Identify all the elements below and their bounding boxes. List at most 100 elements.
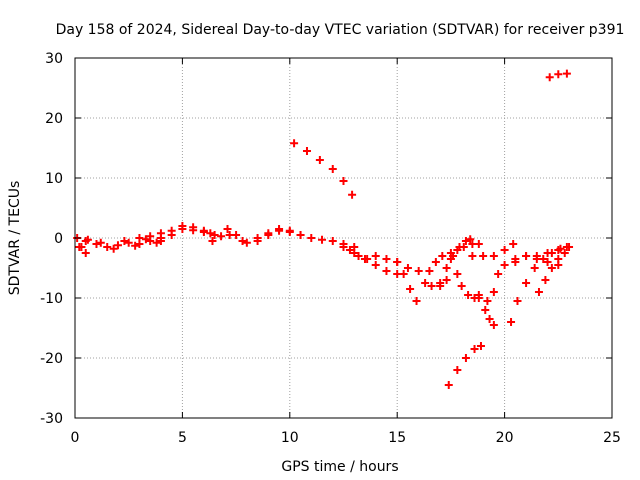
data-point [135,234,144,242]
series-arc-14 [421,276,451,290]
data-point [543,258,552,266]
data-point [238,237,247,245]
data-point [474,240,483,248]
series-arc-13 [393,258,421,305]
series-arc-19 [468,252,498,260]
data-point [83,235,92,244]
series-arc-21 [483,288,498,305]
data-point [96,238,105,247]
x-axis-label: GPS time / hours [281,459,398,475]
data-point [113,241,122,250]
data-point [315,156,324,164]
series-arc-2 [75,235,161,253]
data-point [464,291,473,299]
data-point [500,261,509,269]
data-point [206,229,215,238]
data-point [459,243,468,251]
data-point [328,165,337,173]
data-point [109,244,118,253]
data-point [554,246,563,254]
data-point [530,264,539,272]
y-tick-label: -10 [40,291,63,307]
data-point [461,354,470,362]
data-point [348,190,357,199]
grid-lines [75,58,612,418]
data-point [371,261,380,269]
data-point [541,276,550,284]
data-point [479,252,488,260]
data-point [442,264,451,272]
data-point [146,232,155,241]
data-point [562,243,571,251]
data-point [522,279,531,287]
data-point [446,255,455,263]
data-point [431,258,440,266]
data-point [141,235,150,244]
y-tick-label: 30 [45,51,63,67]
data-point [318,235,327,244]
data-point [399,270,408,278]
data-point [436,279,445,287]
data-point [371,252,380,260]
data-point [393,258,402,266]
data-point [509,240,518,248]
data-point [167,231,176,239]
data-point [483,297,492,305]
data-point [474,294,483,302]
data-point [223,225,232,233]
series-arc-20 [474,294,498,329]
data-point [253,237,262,245]
series-arc-23 [444,342,485,389]
series-arc-15 [425,249,455,275]
data-point [534,288,543,296]
data-points [73,69,574,389]
data-point [457,282,466,290]
data-point [545,73,554,82]
data-point [199,226,208,235]
data-point [425,267,434,275]
x-tick-label: 0 [71,430,80,446]
data-point [513,297,522,305]
data-point [302,147,311,155]
data-point [178,222,187,230]
data-point [547,264,556,272]
data-point [461,237,470,245]
y-tick-label: 20 [45,111,63,127]
data-point [470,345,479,353]
series-arc-10 [290,139,357,199]
y-tick-label: -30 [40,411,63,427]
data-point [354,252,363,260]
x-tick-label: 5 [178,430,187,446]
data-point [120,237,129,245]
data-point [403,264,412,272]
x-tick-label: 25 [603,430,621,446]
data-point [264,231,273,239]
data-point [382,267,391,275]
data-point [532,255,541,263]
data-point [156,237,165,245]
data-point [307,234,316,242]
series-arc-9 [253,225,305,245]
y-axis-label: SDTVAR / TECUs [7,181,23,296]
data-point [453,246,462,254]
data-point [481,306,490,314]
data-point [412,297,421,305]
data-point [152,238,161,247]
data-point [290,139,299,148]
x-tick-label: 10 [281,430,299,446]
series-arc-22 [494,240,518,278]
series-arc-28 [545,69,571,82]
data-point [328,237,337,245]
data-point [339,177,348,185]
series-arc-12 [339,243,402,278]
data-point [296,231,305,239]
series-arc-7 [223,225,247,245]
data-point [522,252,531,260]
y-tick-label: 10 [45,171,63,187]
data-point [562,69,571,78]
data-point [489,288,498,296]
data-point [554,70,563,79]
data-point [131,241,140,250]
data-point [494,270,503,278]
